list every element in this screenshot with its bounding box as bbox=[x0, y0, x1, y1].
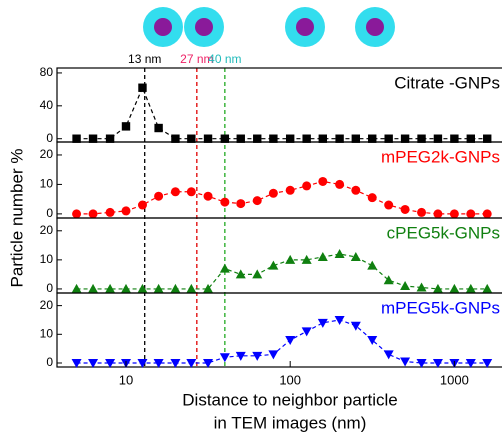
y-tick-label: 10 bbox=[40, 252, 54, 266]
data-point bbox=[318, 319, 328, 328]
data-point bbox=[89, 209, 98, 218]
x-tick-label: 10 bbox=[119, 372, 133, 387]
data-point bbox=[433, 209, 442, 218]
data-line bbox=[77, 181, 488, 213]
data-point bbox=[88, 284, 98, 293]
data-point bbox=[483, 209, 492, 218]
data-point bbox=[449, 284, 459, 293]
x-tick-label: 1000 bbox=[440, 372, 469, 387]
data-point bbox=[268, 350, 278, 359]
y-tick-label: 10 bbox=[40, 177, 54, 191]
panel-label: Citrate -GNPs bbox=[394, 73, 500, 92]
y-tick-label: 0 bbox=[46, 206, 53, 220]
y-tick-label: 20 bbox=[40, 298, 54, 312]
data-point bbox=[154, 192, 163, 201]
data-point bbox=[122, 122, 130, 130]
x-axis-label: in TEM images (nm) bbox=[214, 413, 367, 432]
y-tick-label: 40 bbox=[40, 98, 54, 112]
data-point bbox=[154, 124, 162, 132]
particle-core bbox=[366, 18, 384, 36]
data-point bbox=[384, 350, 394, 359]
data-point bbox=[253, 196, 262, 205]
x-tick-label: 100 bbox=[279, 372, 301, 387]
chart: Particle number % Distance to neighbor p… bbox=[0, 0, 502, 434]
data-point bbox=[220, 264, 230, 273]
data-point bbox=[220, 198, 229, 207]
panel-label: mPEG5k-GNPs bbox=[381, 298, 500, 317]
data-point bbox=[466, 209, 475, 218]
data-point bbox=[417, 208, 426, 217]
data-point bbox=[187, 187, 196, 196]
y-tick-label: 0 bbox=[46, 281, 53, 295]
data-point bbox=[400, 281, 410, 290]
data-point bbox=[335, 180, 344, 189]
data-point bbox=[285, 255, 295, 264]
data-point bbox=[302, 327, 312, 336]
data-point bbox=[236, 199, 245, 208]
data-point bbox=[138, 201, 147, 210]
data-point bbox=[384, 201, 393, 210]
data-point bbox=[318, 177, 327, 186]
particle-core bbox=[195, 18, 213, 36]
data-point bbox=[137, 284, 147, 293]
data-line bbox=[77, 88, 488, 139]
data-point bbox=[138, 84, 146, 92]
y-tick-label: 0 bbox=[46, 355, 53, 369]
particle-core bbox=[154, 18, 172, 36]
data-point bbox=[204, 192, 213, 201]
reference-label: 40 nm bbox=[208, 52, 241, 66]
data-point bbox=[302, 181, 311, 190]
data-line bbox=[77, 320, 488, 363]
y-axis-label: Particle number % bbox=[7, 149, 26, 288]
particle-icons bbox=[143, 7, 395, 47]
y-tick-label: 20 bbox=[40, 147, 54, 161]
data-point bbox=[318, 252, 328, 261]
data-line bbox=[77, 254, 488, 289]
y-tick-label: 20 bbox=[40, 223, 54, 237]
y-tick-label: 80 bbox=[40, 65, 54, 79]
data-point bbox=[186, 284, 196, 293]
data-point bbox=[450, 209, 459, 218]
data-point bbox=[170, 284, 180, 293]
x-axis-label: Distance to neighbor particle bbox=[182, 390, 397, 409]
data-point bbox=[72, 209, 81, 218]
data-point bbox=[351, 186, 360, 195]
panel-label: mPEG2k-GNPs bbox=[381, 147, 500, 166]
data-point bbox=[121, 206, 130, 215]
data-point bbox=[286, 186, 295, 195]
y-tick-label: 10 bbox=[40, 326, 54, 340]
data-point bbox=[335, 249, 345, 258]
data-point bbox=[269, 189, 278, 198]
data-point bbox=[220, 353, 230, 362]
data-point bbox=[285, 336, 295, 345]
data-point bbox=[335, 316, 345, 325]
data-point bbox=[171, 187, 180, 196]
data-point bbox=[368, 193, 377, 202]
data-point bbox=[252, 269, 262, 278]
panel-label: cPEG5k-GNPs bbox=[387, 223, 500, 242]
particle-core bbox=[296, 18, 314, 36]
data-point bbox=[106, 208, 115, 217]
data-point bbox=[268, 261, 278, 270]
reference-label: 13 nm bbox=[128, 52, 161, 66]
data-point bbox=[367, 261, 377, 270]
y-tick-label: 0 bbox=[46, 131, 53, 145]
data-point bbox=[400, 358, 410, 367]
data-point bbox=[401, 205, 410, 214]
